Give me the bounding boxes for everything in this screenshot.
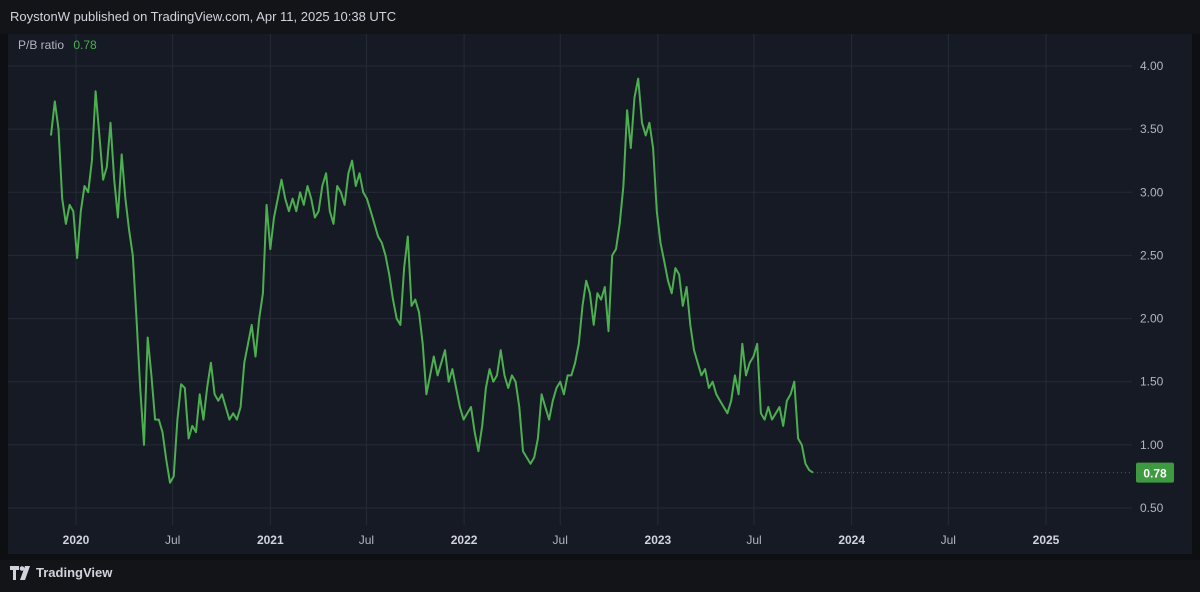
legend-series-value: 0.78 <box>73 38 97 52</box>
y-tick-label: 1.00 <box>1140 438 1164 452</box>
publisher-caption: RoystonW published on TradingView.com, A… <box>10 9 397 24</box>
last-value-badge <box>1136 462 1174 483</box>
y-tick-label: 2.50 <box>1140 248 1164 262</box>
x-tick-label: 2020 <box>63 533 90 547</box>
last-value-label: 0.78 <box>1143 467 1167 481</box>
x-tick-label: 2021 <box>257 533 284 547</box>
legend-series-name: P/B ratio <box>18 38 65 52</box>
x-axis-labels: 2020 Jul 2021 Jul 2022 Jul 2023 Jul 2024 Jul 2025 <box>63 533 1060 547</box>
y-tick-label: 4.00 <box>1140 59 1164 73</box>
y-tick-label: 0.50 <box>1140 501 1164 515</box>
bottom-bar <box>0 560 1200 592</box>
series-layer <box>50 77 814 484</box>
pb-ratio-series-line <box>50 77 814 484</box>
y-tick-label: 3.50 <box>1140 122 1164 136</box>
x-tick-label: Jul <box>359 533 374 547</box>
x-tick-label: 2025 <box>1033 533 1060 547</box>
tradingview-brand[interactable]: TradingView <box>10 565 112 580</box>
x-tick-label: Jul <box>165 533 180 547</box>
brand-name: TradingView <box>36 565 113 580</box>
chart-panel[interactable] <box>8 34 1192 554</box>
tradingview-logo-icon <box>10 565 30 580</box>
y-tick-label: 3.00 <box>1140 185 1164 199</box>
grid-lines <box>8 34 1132 525</box>
y-tick-label: 2.00 <box>1140 312 1164 326</box>
top-bar <box>0 0 1200 34</box>
last-value-marker: 0.78 <box>812 462 1174 483</box>
x-tick-label: 2022 <box>451 533 478 547</box>
x-tick-label: Jul <box>941 533 956 547</box>
y-axis-labels: 4.00 3.50 3.00 2.50 2.00 1.50 1.00 0.50 <box>1140 59 1164 515</box>
x-tick-label: Jul <box>746 533 761 547</box>
y-tick-label: 1.50 <box>1140 375 1164 389</box>
x-tick-label: 2024 <box>838 533 865 547</box>
x-tick-label: 2023 <box>645 533 672 547</box>
legend[interactable]: P/B ratio 0.78 <box>18 38 97 52</box>
x-tick-label: Jul <box>553 533 568 547</box>
